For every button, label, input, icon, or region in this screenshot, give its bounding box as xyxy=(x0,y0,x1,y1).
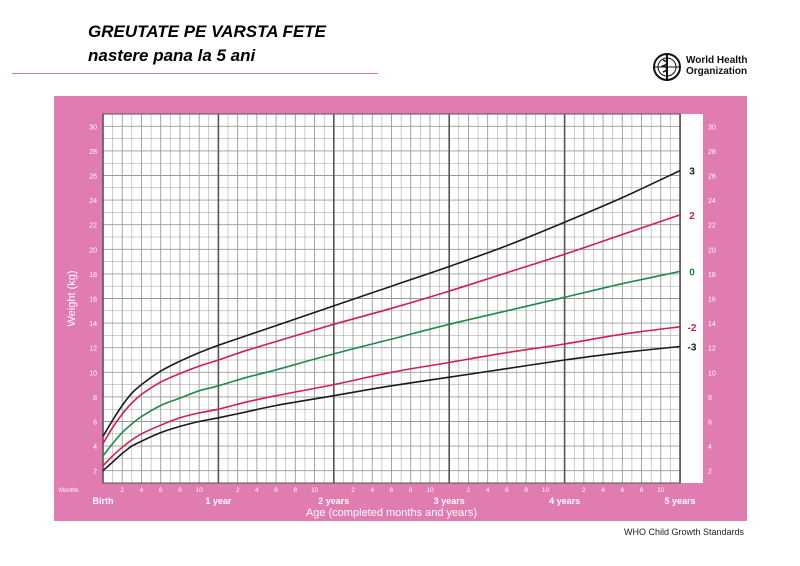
y-tick-label-left: 8 xyxy=(93,395,97,402)
x-month-tick-label: 6 xyxy=(159,487,163,494)
curve-label-minus2: -2 xyxy=(688,323,697,334)
y-tick-label-right: 16 xyxy=(708,297,716,304)
x-month-tick-label: 4 xyxy=(486,487,490,494)
x-month-tick-label: 8 xyxy=(178,487,182,494)
x-month-tick-label: 6 xyxy=(274,487,278,494)
y-tick-label-right: 18 xyxy=(708,272,716,279)
y-axis-label: Weight (kg) xyxy=(66,270,78,326)
x-month-tick-label: 4 xyxy=(370,487,374,494)
x-month-tick-label: 8 xyxy=(640,487,644,494)
x-month-tick-label: 10 xyxy=(311,487,319,494)
y-tick-label-right: 26 xyxy=(708,174,716,181)
y-tick-label-left: 22 xyxy=(89,223,97,230)
x-month-tick-label: 8 xyxy=(294,487,298,494)
y-tick-label-right: 30 xyxy=(708,124,716,131)
y-tick-label-left: 10 xyxy=(89,370,97,377)
x-month-tick-label: 10 xyxy=(542,487,550,494)
x-month-tick-label: 10 xyxy=(657,487,665,494)
x-month-tick-label: 10 xyxy=(426,487,434,494)
y-tick-label-right: 6 xyxy=(708,420,712,427)
x-year-tick-label: 3 years xyxy=(434,496,465,506)
footer-note: WHO Child Growth Standards xyxy=(623,527,744,537)
y-tick-label-left: 12 xyxy=(89,346,97,353)
page-title: GREUTATE PE VARSTA FETE xyxy=(88,22,327,41)
curve-label-0: 0 xyxy=(689,267,695,278)
y-tick-label-left: 16 xyxy=(89,297,97,304)
x-year-tick-label: 2 years xyxy=(318,496,349,506)
y-tick-label-left: 4 xyxy=(93,444,97,451)
y-tick-label-right: 10 xyxy=(708,370,716,377)
x-month-tick-label: 4 xyxy=(140,487,144,494)
x-month-tick-label: 2 xyxy=(120,487,124,494)
y-tick-label-right: 20 xyxy=(708,247,716,254)
who-name-line1: World Health xyxy=(686,55,748,66)
curve-label-minus3: -3 xyxy=(688,342,697,353)
chart-panel: 2 2 4 4 6 6 8 8 10 10 12 12 14 14 16 16 18 18 20 20 22 22 24 24… xyxy=(54,96,747,521)
curve-label-3: 3 xyxy=(689,167,695,178)
y-tick-label-right: 22 xyxy=(708,223,716,230)
page-subtitle: nastere pana la 5 ani xyxy=(88,46,256,65)
y-tick-label-left: 30 xyxy=(89,124,97,131)
who-name-line2: Organization xyxy=(686,66,748,77)
y-tick-label-right: 28 xyxy=(708,149,716,156)
x-axis-label: Age (completed months and years) xyxy=(306,507,477,519)
x-month-tick-label: 2 xyxy=(467,487,471,494)
months-label: Months xyxy=(59,488,79,494)
x-month-tick-label: 6 xyxy=(390,487,394,494)
y-tick-label-left: 18 xyxy=(89,272,97,279)
x-month-tick-label: 4 xyxy=(255,487,259,494)
y-tick-label-left: 20 xyxy=(89,247,97,254)
who-emblem-icon xyxy=(653,53,681,81)
y-tick-label-right: 8 xyxy=(708,395,712,402)
curve-0 xyxy=(102,270,681,457)
plot-border xyxy=(102,113,681,484)
y-tick-label-right: 2 xyxy=(708,469,712,476)
curve-minus2 xyxy=(102,326,681,467)
curve-label-band xyxy=(681,114,703,483)
y-tick-label-right: 24 xyxy=(708,198,716,205)
x-month-tick-label: 2 xyxy=(351,487,355,494)
x-month-tick-label: 2 xyxy=(582,487,586,494)
x-month-tick-label: 10 xyxy=(196,487,204,494)
x-year-tick-label: Birth xyxy=(93,496,114,506)
y-tick-label-left: 6 xyxy=(93,420,97,427)
curve-2 xyxy=(102,214,681,445)
x-month-tick-label: 4 xyxy=(601,487,605,494)
x-month-tick-label: 2 xyxy=(236,487,240,494)
y-tick-label-left: 28 xyxy=(89,149,97,156)
y-tick-label-right: 4 xyxy=(708,444,712,451)
header-divider xyxy=(12,73,378,74)
x-year-tick-label: 1 year xyxy=(205,496,232,506)
curve-minus3 xyxy=(102,345,681,472)
x-month-tick-label: 6 xyxy=(620,487,624,494)
y-tick-label-left: 24 xyxy=(89,198,97,205)
y-tick-label-right: 12 xyxy=(708,346,716,353)
x-year-tick-label: 4 years xyxy=(549,496,580,506)
y-tick-label-left: 14 xyxy=(89,321,97,328)
y-tick-label-left: 26 xyxy=(89,174,97,181)
curve-label-2: 2 xyxy=(689,211,695,222)
curve-3 xyxy=(102,169,681,437)
who-wordmark: World Health Organization xyxy=(686,55,747,77)
y-tick-label-right: 14 xyxy=(708,321,716,328)
y-tick-label-left: 2 xyxy=(93,469,97,476)
x-month-tick-label: 8 xyxy=(524,487,528,494)
x-month-tick-label: 6 xyxy=(505,487,509,494)
x-year-tick-label: 5 years xyxy=(664,496,695,506)
x-month-tick-label: 8 xyxy=(409,487,413,494)
